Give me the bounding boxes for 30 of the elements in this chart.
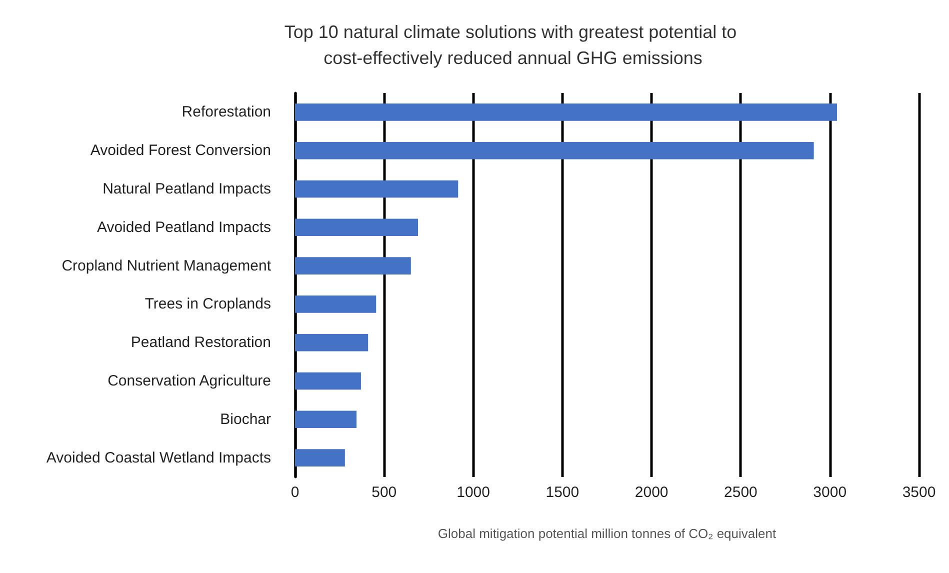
y-tick-label: Cropland Nutrient Management [62,257,272,274]
bar [295,218,418,236]
x-tick-label: 3500 [902,484,936,501]
bar [295,372,361,390]
x-tick-label: 2500 [724,484,758,501]
x-tick-label: 1000 [456,484,490,501]
bar [295,142,814,160]
x-tick-label: 500 [372,484,397,501]
chart-title: Top 10 natural climate solutions with greatest potential to cost-effectively reduced annual GHG emissions [284,22,742,68]
bar [295,449,345,466]
y-tick-label: Natural Peatland Impacts [102,180,271,198]
x-tick-label: 1500 [546,484,580,501]
bar [295,180,458,198]
x-axis-title: Global mitigation potential million tonnes of CO₂ equivalent [438,526,776,541]
bar [295,410,357,428]
x-tick-label: 3000 [813,484,847,501]
y-tick-label: Biochar [220,410,272,428]
x-tick-label: 2000 [634,484,668,501]
bar [295,334,368,352]
y-tick-label: Avoided Coastal Wetland Impacts [46,449,271,466]
bar [295,257,411,274]
y-tick-label: Avoided Forest Conversion [90,142,271,160]
y-tick-label: Trees in Croplands [144,296,271,313]
y-tick-label: Avoided Peatland Impacts [96,218,271,236]
y-tick-label: Reforestation [182,104,271,121]
y-tick-label: Conservation Agriculture [108,372,271,390]
y-tick-label: Peatland Restoration [130,334,271,352]
x-tick-label: 0 [290,484,300,501]
bar [295,296,376,313]
bar [295,104,837,121]
